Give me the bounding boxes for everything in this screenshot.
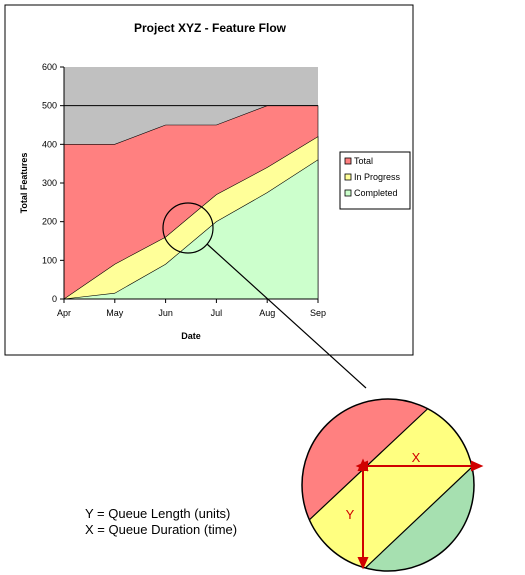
legend: Total In Progress Completed xyxy=(339,151,411,210)
annotation-line-2: X = Queue Duration (time) xyxy=(85,522,237,537)
y-tick-label: 500 xyxy=(42,101,57,111)
magnifier-boundary-lower xyxy=(341,449,474,571)
legend-label: Completed xyxy=(354,188,398,198)
y-tick-label: 0 xyxy=(52,294,57,304)
area-series-completed xyxy=(63,159,319,300)
y-tick-label: 200 xyxy=(42,217,57,227)
legend-label: In Progress xyxy=(354,172,401,182)
area-layers xyxy=(63,105,319,300)
y-ticks: 0 100 200 300 400 500 600 xyxy=(42,62,64,304)
x-tick-label: May xyxy=(106,308,124,318)
magnifier-in-progress-region xyxy=(302,400,474,571)
x-arrow-label: X xyxy=(412,450,421,465)
legend-swatch xyxy=(344,157,352,165)
legend-label: Total xyxy=(354,156,373,166)
magnifier xyxy=(302,399,474,571)
y-axis-title: Total Features xyxy=(19,153,29,214)
x-axis-title: Date xyxy=(181,331,201,341)
y-tick-label: 600 xyxy=(42,62,57,72)
y-arrow-head-bottom xyxy=(357,557,369,570)
legend-swatch xyxy=(344,173,352,181)
x-arrow-head-right xyxy=(471,460,484,472)
x-tick-label: Jul xyxy=(211,308,223,318)
y-tick-label: 300 xyxy=(42,178,57,188)
x-ticks: Apr May Jun Jul Aug Sep xyxy=(57,299,326,318)
legend-box xyxy=(339,151,411,210)
zoom-focus-circle xyxy=(162,202,214,254)
y-tick-label: 100 xyxy=(42,255,57,265)
annotation-line-1: Y = Queue Length (units) xyxy=(85,506,230,521)
queue-arrows xyxy=(355,458,484,570)
legend-swatch xyxy=(344,189,352,197)
magnifier-outline xyxy=(301,398,475,572)
y-arrow-label: Y xyxy=(346,507,355,522)
chart-title: Project XYZ - Feature Flow xyxy=(134,21,287,35)
x-tick-label: Jun xyxy=(158,308,173,318)
x-tick-label: Sep xyxy=(310,308,326,318)
y-arrow-head-top xyxy=(357,458,369,471)
zoom-connector-line xyxy=(206,243,367,389)
x-tick-label: Apr xyxy=(57,308,71,318)
x-tick-label: Aug xyxy=(259,308,275,318)
y-tick-label: 400 xyxy=(42,139,57,149)
